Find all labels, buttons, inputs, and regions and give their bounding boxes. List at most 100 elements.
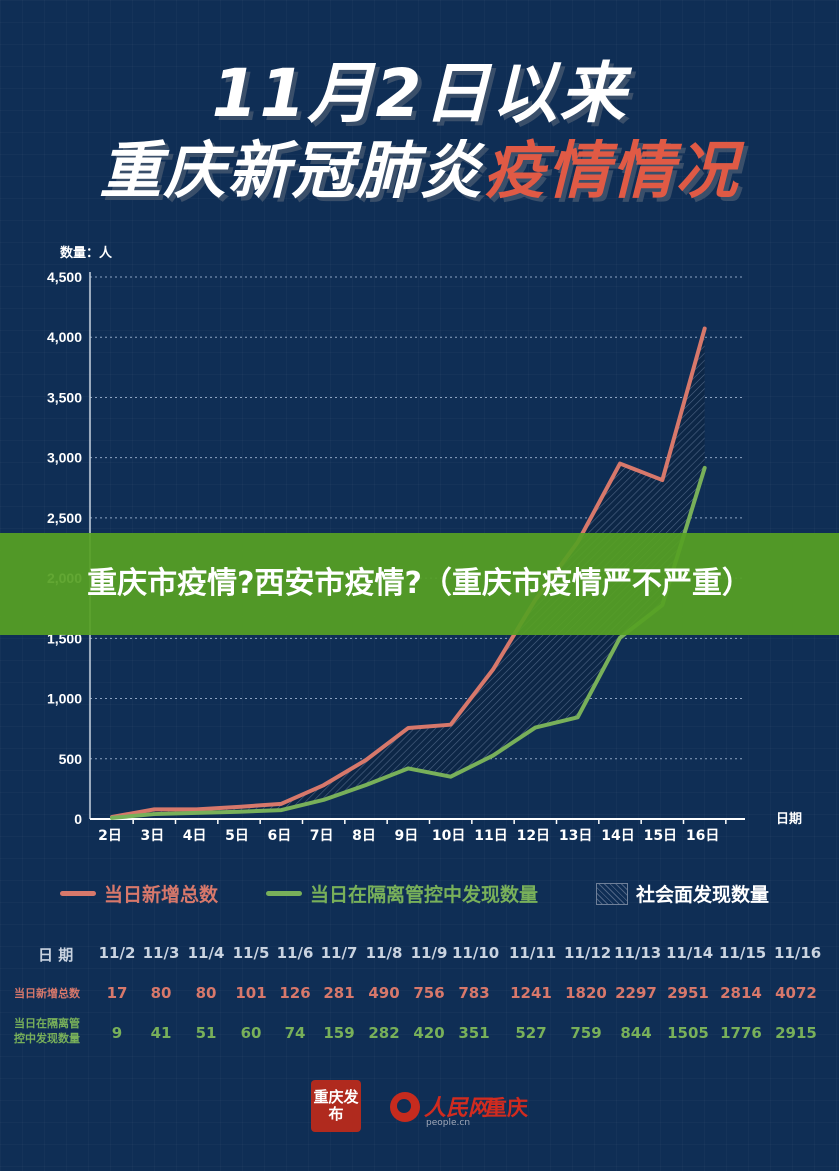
table-date-cell: 11/2 (98, 944, 136, 962)
data-point-new-total (703, 327, 707, 331)
x-tick-label: 2日 (98, 828, 122, 844)
page-subtitle: 重庆新冠肺炎疫情情况 (0, 120, 839, 210)
x-tick-label: 4日 (183, 828, 207, 844)
x-axis-label: 日期 (776, 812, 802, 827)
table-row-new-total: 当日新增总数 17 80 80 101 126 281 490 756 783 1241 1820 2… (0, 982, 839, 1004)
table-date-cell: 11/11 (509, 944, 557, 962)
legend-swatch-community (596, 882, 628, 905)
x-tick-label: 16日 (686, 828, 719, 844)
table-cell-new-total: 783 (458, 984, 490, 1002)
x-tick-label: 13日 (559, 828, 592, 844)
table-cell-new-total: 80 (195, 984, 217, 1002)
legend-item-isolation: 当日在隔离管控中发现数量 (266, 880, 538, 907)
table-cell-new-total: 4072 (775, 984, 817, 1002)
table-date-cell: 11/14 (666, 944, 714, 962)
data-point-isolation (449, 775, 453, 779)
community-area (112, 328, 705, 818)
data-point-isolation (364, 783, 368, 787)
subtitle-part-b: 疫情情况 (483, 134, 740, 207)
table-cell-new-total: 101 (235, 984, 267, 1002)
table-row-isolation: 当日在隔离管 控中发现数量 9 41 51 60 74 159 282 420 351 527 75… (0, 1016, 839, 1050)
table-date-cell: 11/6 (276, 944, 314, 962)
table-cell-new-total: 1241 (510, 984, 552, 1002)
data-point-isolation (491, 754, 495, 758)
legend-label-new-total: 当日新增总数 (104, 884, 219, 906)
table-date-cell: 11/8 (365, 944, 403, 962)
table-header-row: 日 期 11/2 11/3 11/4 11/5 11/6 11/7 11/8 11/9 11/1… (0, 944, 839, 966)
table-date-cell: 11/9 (410, 944, 448, 962)
data-point-new-total (364, 758, 368, 762)
data-point-isolation (152, 812, 156, 816)
data-point-new-total (279, 802, 283, 806)
legend-label-isolation: 当日在隔离管控中发现数量 (310, 884, 539, 906)
data-point-new-total (618, 462, 622, 466)
table-cell-isolation: 844 (620, 1024, 652, 1042)
table-date-cell: 11/16 (774, 944, 822, 962)
table-cell-new-total: 2951 (667, 984, 709, 1002)
data-point-new-total (660, 478, 664, 482)
x-tick-label: 15日 (644, 828, 677, 844)
footer-logos: 重庆发布 人民网 people.cn 重庆 (0, 1080, 839, 1140)
table-cell-new-total: 281 (323, 984, 355, 1002)
data-point-new-total (449, 723, 453, 727)
city-name: 重庆 (486, 1096, 528, 1120)
table-cell-new-total: 490 (368, 984, 400, 1002)
data-point-new-total (195, 807, 199, 811)
data-point-isolation (110, 816, 114, 820)
subtitle-part-a: 重庆新冠肺炎 (99, 134, 484, 207)
table-date-cell: 11/10 (452, 944, 500, 962)
table-cell-isolation: 1776 (720, 1024, 762, 1042)
data-point-new-total (491, 668, 495, 672)
data-point-isolation (237, 810, 241, 814)
x-tick-label: 14日 (601, 828, 634, 844)
table-date-cell: 11/3 (142, 944, 180, 962)
legend-swatch-isolation (266, 891, 302, 896)
banner-text: 重庆市疫情?西安市疫情?（重庆市疫情严不严重） (87, 566, 752, 601)
data-point-isolation (618, 636, 622, 640)
table-date-cell: 11/12 (564, 944, 612, 962)
table-date-cell: 11/13 (614, 944, 662, 962)
table-cell-isolation: 759 (570, 1024, 602, 1042)
data-point-isolation (195, 811, 199, 815)
data-point-new-total (152, 807, 156, 811)
table-cell-isolation: 2915 (775, 1024, 817, 1042)
people-url: people.cn (426, 1118, 471, 1128)
data-point-new-total (322, 783, 326, 787)
chongqing-release-seal: 重庆发布 (311, 1080, 361, 1132)
x-tick-label: 3日 (140, 828, 164, 844)
table-cell-isolation: 527 (515, 1024, 547, 1042)
y-tick-label: 3,500 (47, 389, 82, 405)
table-header-label: 日 期 (38, 945, 74, 964)
data-point-isolation (322, 798, 326, 802)
table-cell-new-total: 2297 (615, 984, 657, 1002)
table-cell-new-total: 2814 (720, 984, 762, 1002)
table-cell-new-total: 80 (150, 984, 172, 1002)
table-cell-isolation: 282 (368, 1024, 400, 1042)
x-tick-label: 5日 (225, 828, 249, 844)
table-cell-new-total: 1820 (565, 984, 607, 1002)
y-tick-label: 0 (74, 811, 82, 827)
people-logo-icon (390, 1092, 420, 1122)
table-cell-isolation: 60 (240, 1024, 262, 1042)
x-tick-label: 6日 (267, 828, 291, 844)
table-cell-new-total: 756 (413, 984, 445, 1002)
table-cell-new-total: 126 (279, 984, 311, 1002)
x-tick-label: 9日 (394, 828, 418, 844)
table-row-label-isolation: 当日在隔离管 控中发现数量 (14, 1016, 80, 1046)
table-row-label-isolation-b: 控中发现数量 (14, 1032, 80, 1045)
y-tick-label: 500 (59, 751, 83, 767)
data-point-isolation (703, 466, 707, 470)
table-cell-isolation: 74 (284, 1024, 306, 1042)
x-tick-label: 11日 (474, 828, 507, 844)
y-tick-label: 2,500 (47, 510, 82, 526)
y-tick-label: 4,500 (47, 269, 82, 285)
data-point-isolation (576, 715, 580, 719)
table-cell-isolation: 159 (323, 1024, 355, 1042)
data-point-isolation (533, 726, 537, 730)
y-axis-label: 数量：人 (60, 245, 113, 261)
data-point-isolation (279, 808, 283, 812)
overlay-banner: 重庆市疫情?西安市疫情?（重庆市疫情严不严重） (0, 533, 839, 635)
table-cell-isolation: 351 (458, 1024, 490, 1042)
data-point-new-total (237, 805, 241, 809)
data-point-isolation (406, 766, 410, 770)
